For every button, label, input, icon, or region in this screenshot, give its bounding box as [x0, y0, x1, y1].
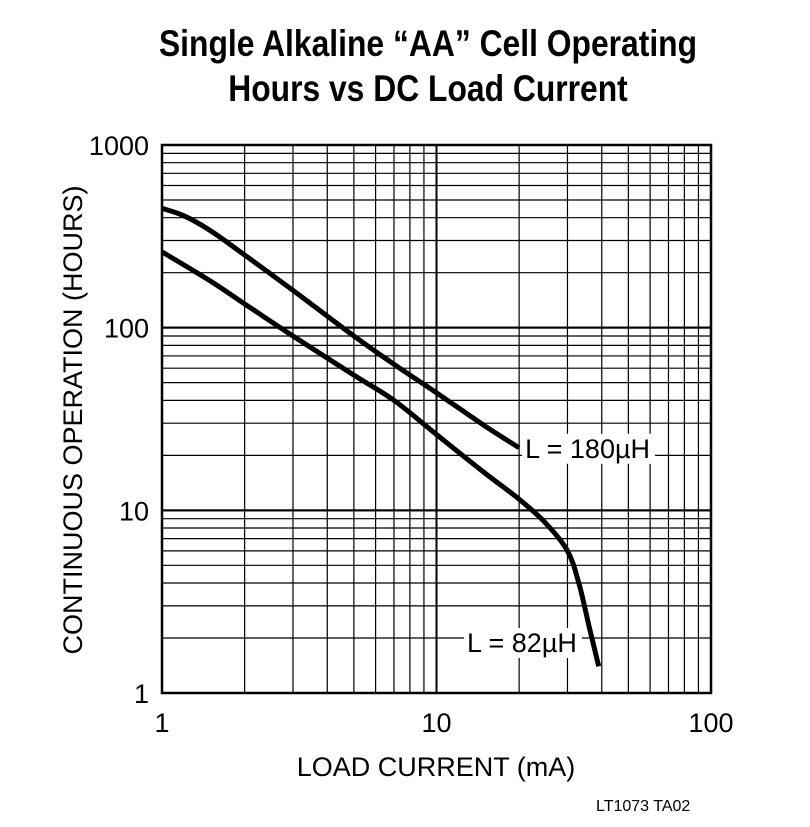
x-tick-label: 1: [154, 708, 169, 738]
y-tick-label: 100: [104, 314, 149, 344]
series-label-background: [464, 628, 582, 658]
plot-border: [160, 143, 713, 695]
chart-title-line-2: Hours vs DC Load Current: [228, 68, 628, 109]
y-tick-label: 10: [119, 496, 149, 526]
series-label-l-82uh: L = 82µH: [467, 628, 577, 658]
x-tick-label: 100: [688, 708, 733, 738]
x-tick-label: 10: [421, 708, 451, 738]
y-tick-label: 1: [134, 679, 149, 709]
chart-title-line-1: Single Alkaline “AA” Cell Operating: [158, 23, 698, 64]
series-line-l-82uh: [160, 249, 602, 667]
x-axis-label: LOAD CURRENT (mA): [297, 752, 576, 782]
y-axis-label: CONTINUOUS OPERATION (HOURS): [58, 185, 88, 654]
y-tick-label: 1000: [89, 131, 149, 161]
data-series: L = 180µH L = 82µH: [160, 205, 656, 667]
plot-frame: [160, 143, 713, 695]
series-line-l-180uh: [161, 205, 521, 450]
series-label-background: [522, 433, 656, 464]
figure-code: LT1073 TA02: [596, 798, 691, 815]
axis-ticks: 1 10 100 1 10 100 1000: [89, 131, 734, 738]
plot-grid: [161, 144, 712, 694]
series-label-l-180uh: L = 180µH: [525, 434, 650, 464]
